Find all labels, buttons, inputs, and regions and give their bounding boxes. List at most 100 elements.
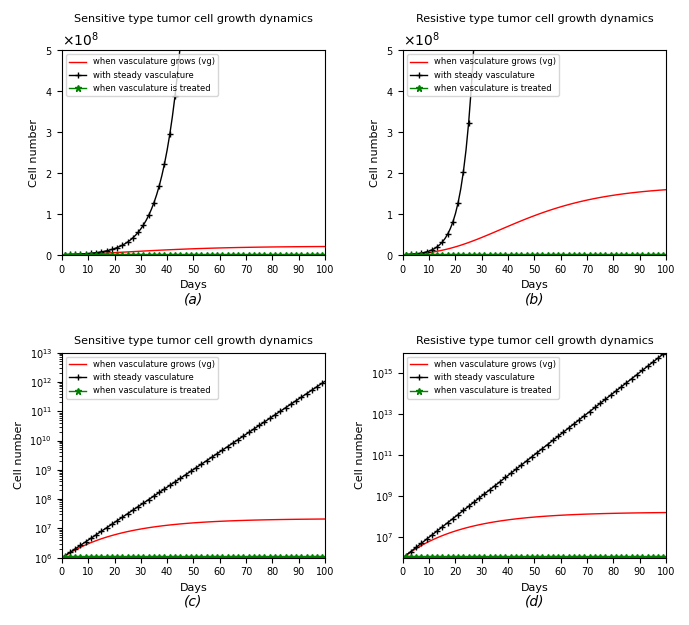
Text: (d): (d) — [524, 594, 544, 609]
with steady vasculature — [194, 462, 203, 470]
with steady vasculature — [61, 552, 69, 560]
when vasculature grows (vg) — [110, 249, 119, 256]
with steady vasculature — [121, 240, 129, 248]
when vasculature is treated — [451, 251, 460, 258]
when vasculature grows (vg) — [308, 516, 316, 523]
when vasculature is treated — [197, 251, 205, 259]
with steady vasculature — [462, 146, 470, 154]
when vasculature grows (vg) — [451, 528, 460, 535]
Line: when vasculature grows (vg): when vasculature grows (vg) — [406, 512, 666, 556]
when vasculature grows (vg) — [308, 243, 316, 251]
when vasculature is treated — [559, 553, 568, 561]
when vasculature grows (vg) — [121, 248, 129, 256]
with steady vasculature — [648, 359, 657, 366]
with steady vasculature — [535, 447, 544, 454]
Text: (c): (c) — [184, 594, 203, 609]
when vasculature grows (vg) — [194, 245, 203, 252]
when vasculature is treated — [110, 251, 119, 259]
with steady vasculature — [402, 552, 410, 559]
when vasculature is treated — [110, 553, 119, 561]
with steady vasculature — [216, 448, 224, 456]
when vasculature is treated — [61, 554, 69, 561]
X-axis label: Days: Days — [180, 583, 207, 593]
when vasculature is treated — [402, 554, 410, 561]
when vasculature is treated — [218, 553, 227, 561]
when vasculature is treated — [462, 553, 470, 561]
Text: (a): (a) — [184, 292, 203, 306]
Title: Resistive type tumor cell growth dynamics: Resistive type tumor cell growth dynamic… — [415, 14, 653, 24]
Line: when vasculature is treated: when vasculature is treated — [402, 251, 670, 258]
when vasculature is treated — [218, 251, 227, 259]
when vasculature is treated — [464, 251, 473, 258]
Y-axis label: Cell number: Cell number — [370, 119, 380, 186]
with steady vasculature — [110, 519, 119, 526]
when vasculature grows (vg) — [641, 509, 649, 516]
when vasculature grows (vg) — [535, 210, 544, 217]
with steady vasculature — [451, 513, 460, 521]
when vasculature grows (vg) — [648, 187, 657, 194]
when vasculature grows (vg) — [194, 519, 203, 526]
Line: with steady vasculature: with steady vasculature — [403, 349, 669, 559]
with steady vasculature — [321, 378, 329, 385]
when vasculature is treated — [651, 553, 659, 561]
Legend: when vasculature grows (vg), with steady vasculature, when vasculature is treate: when vasculature grows (vg), with steady… — [407, 357, 559, 399]
when vasculature grows (vg) — [662, 186, 670, 194]
when vasculature grows (vg) — [121, 528, 129, 536]
Legend: when vasculature grows (vg), with steady vasculature, when vasculature is treate: when vasculature grows (vg), with steady… — [407, 54, 559, 96]
when vasculature grows (vg) — [662, 509, 670, 516]
when vasculature grows (vg) — [462, 524, 470, 532]
when vasculature is treated — [321, 251, 329, 259]
Line: when vasculature grows (vg): when vasculature grows (vg) — [65, 246, 325, 254]
when vasculature is treated — [464, 553, 473, 561]
when vasculature grows (vg) — [300, 516, 308, 523]
when vasculature grows (vg) — [216, 244, 224, 252]
Line: with steady vasculature: with steady vasculature — [62, 379, 328, 559]
when vasculature grows (vg) — [300, 243, 308, 251]
when vasculature grows (vg) — [216, 518, 224, 525]
when vasculature is treated — [121, 553, 129, 561]
when vasculature is treated — [644, 553, 652, 561]
when vasculature grows (vg) — [648, 509, 657, 516]
when vasculature is treated — [662, 553, 670, 561]
when vasculature grows (vg) — [462, 239, 470, 247]
when vasculature is treated — [310, 553, 318, 561]
when vasculature is treated — [538, 553, 546, 561]
when vasculature is treated — [197, 553, 205, 561]
with steady vasculature — [300, 392, 308, 399]
when vasculature grows (vg) — [110, 531, 119, 539]
with steady vasculature — [451, 210, 460, 217]
X-axis label: Days: Days — [520, 281, 548, 291]
when vasculature grows (vg) — [557, 203, 565, 211]
Y-axis label: Cell number: Cell number — [355, 421, 365, 489]
when vasculature is treated — [538, 251, 546, 258]
when vasculature is treated — [644, 251, 652, 258]
when vasculature grows (vg) — [451, 243, 460, 251]
when vasculature grows (vg) — [535, 513, 544, 521]
with steady vasculature — [557, 431, 565, 438]
when vasculature grows (vg) — [321, 242, 329, 250]
when vasculature is treated — [559, 251, 568, 258]
when vasculature is treated — [302, 553, 311, 561]
when vasculature is treated — [451, 553, 460, 561]
Line: with steady vasculature: with steady vasculature — [62, 0, 328, 258]
with steady vasculature — [402, 251, 410, 258]
when vasculature is treated — [123, 553, 132, 561]
when vasculature grows (vg) — [402, 251, 410, 258]
Line: when vasculature grows (vg): when vasculature grows (vg) — [65, 519, 325, 556]
with steady vasculature — [61, 251, 69, 258]
when vasculature grows (vg) — [61, 251, 69, 258]
with steady vasculature — [641, 364, 649, 372]
with steady vasculature — [308, 386, 316, 394]
when vasculature is treated — [61, 251, 69, 259]
when vasculature is treated — [302, 251, 311, 259]
Title: Resistive type tumor cell growth dynamics: Resistive type tumor cell growth dynamic… — [415, 336, 653, 346]
Legend: when vasculature grows (vg), with steady vasculature, when vasculature is treate: when vasculature grows (vg), with steady… — [66, 357, 218, 399]
when vasculature is treated — [662, 251, 670, 258]
Y-axis label: Cell number: Cell number — [29, 119, 39, 186]
Text: (b): (b) — [524, 292, 544, 306]
Y-axis label: Cell number: Cell number — [14, 421, 24, 489]
Line: when vasculature grows (vg): when vasculature grows (vg) — [406, 190, 666, 254]
when vasculature grows (vg) — [641, 188, 649, 195]
when vasculature grows (vg) — [61, 552, 69, 560]
Title: Sensitive type tumor cell growth dynamics: Sensitive type tumor cell growth dynamic… — [74, 336, 313, 346]
